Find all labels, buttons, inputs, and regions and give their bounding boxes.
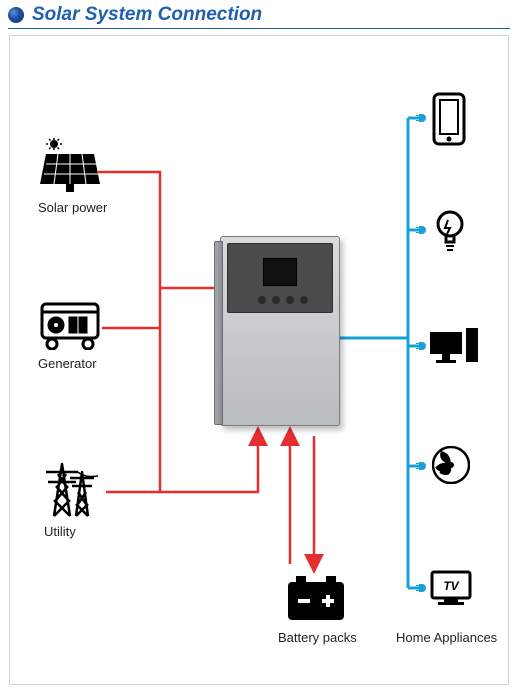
plug-icon	[416, 225, 426, 235]
fan-icon	[432, 446, 470, 484]
plug-icon	[416, 583, 426, 593]
plug-icon	[416, 113, 426, 123]
utility-label: Utility	[44, 524, 76, 539]
output-wires	[340, 118, 424, 588]
page-title: Solar System Connection	[32, 4, 262, 26]
battery-icon	[286, 574, 346, 622]
utility-tower-icon	[40, 454, 104, 518]
inverter-device-icon	[220, 236, 340, 426]
lightbulb-icon	[434, 210, 466, 252]
solar-label: Solar power	[38, 200, 107, 215]
desktop-computer-icon	[428, 328, 480, 366]
header-underline	[8, 28, 510, 29]
inverter-panel	[227, 243, 333, 313]
inverter-button-icon	[272, 296, 280, 304]
globe-bullet-icon	[8, 7, 24, 23]
svg-text:TV: TV	[443, 579, 459, 593]
generator-icon	[40, 298, 100, 350]
tv-icon: TV	[430, 570, 472, 606]
inverter-screen	[263, 258, 297, 286]
header: Solar System Connection	[0, 0, 518, 28]
phone-icon	[432, 92, 466, 146]
appliances-label: Home Appliances	[396, 630, 497, 645]
inverter-button-icon	[300, 296, 308, 304]
generator-label: Generator	[38, 356, 97, 371]
inverter-button-icon	[286, 296, 294, 304]
solar-panel-icon	[40, 138, 100, 194]
battery-label: Battery packs	[278, 630, 357, 645]
plug-icon	[416, 341, 426, 351]
connection-diagram: Solar power Generator	[9, 35, 509, 685]
plug-icon	[416, 461, 426, 471]
inverter-button-icon	[258, 296, 266, 304]
